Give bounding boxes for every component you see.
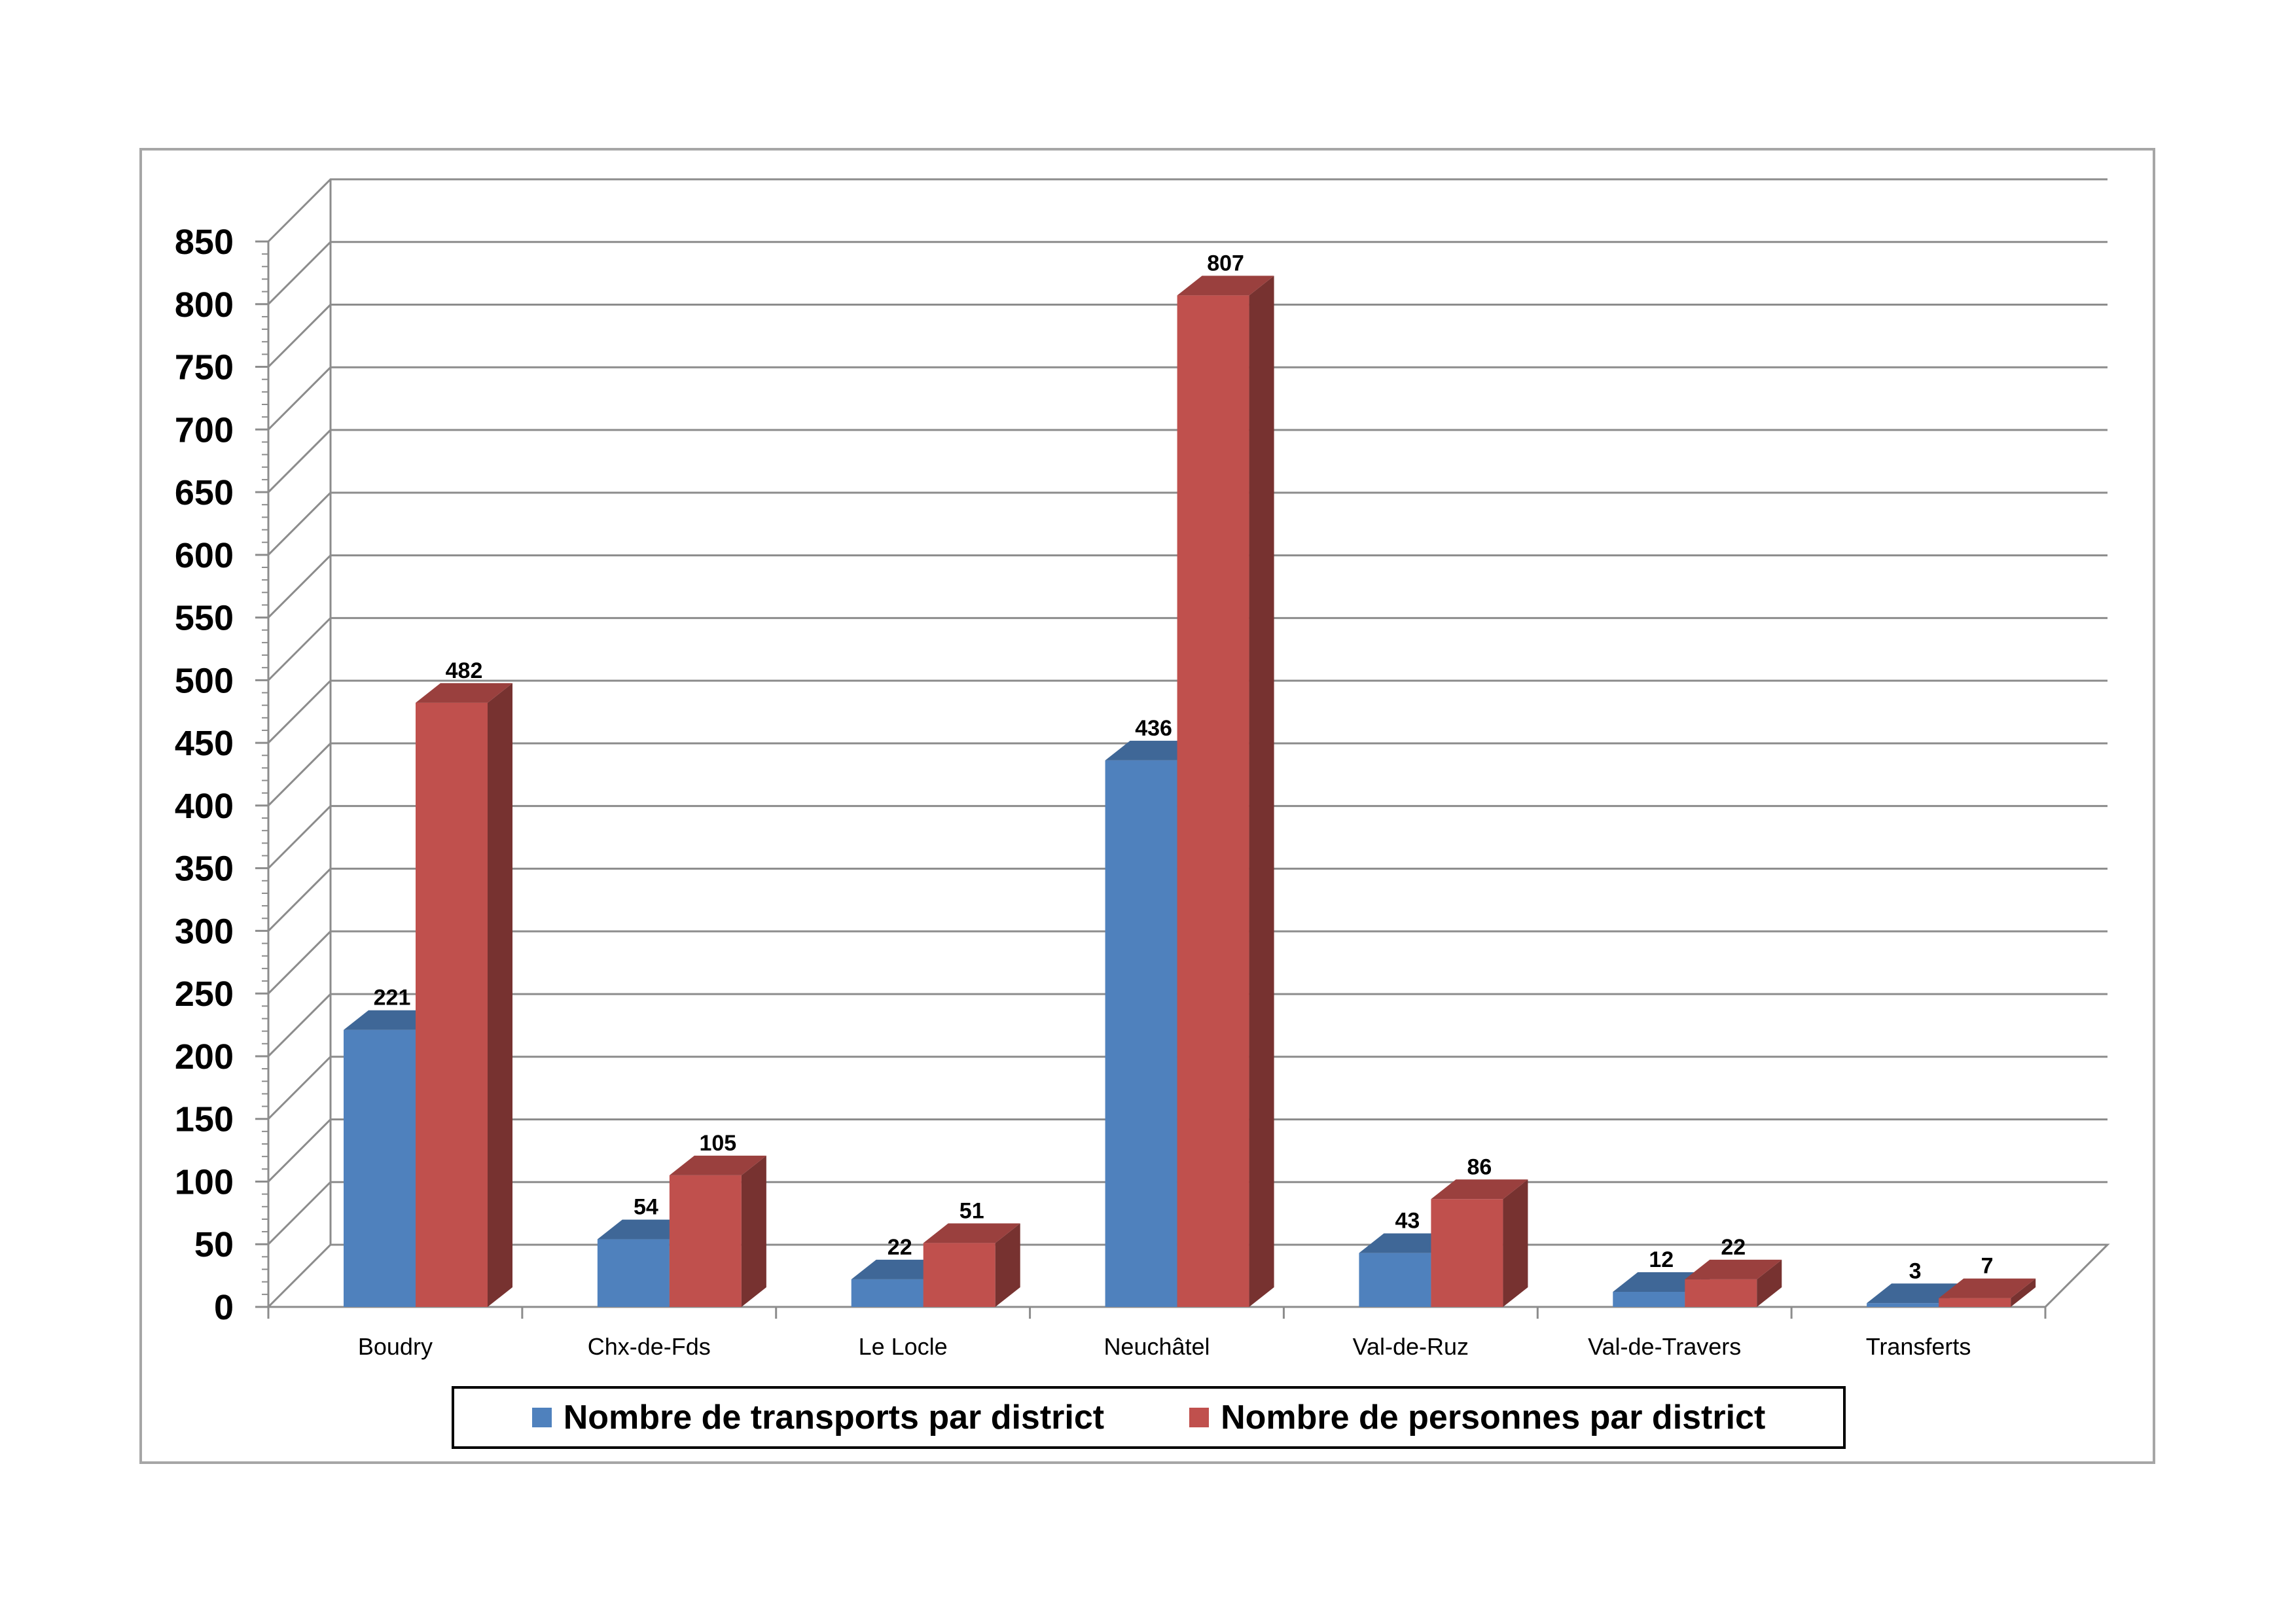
data-label: 436 bbox=[1135, 716, 1172, 741]
bar-front bbox=[669, 1175, 742, 1307]
data-label: 807 bbox=[1207, 251, 1244, 276]
bar-top bbox=[669, 1155, 766, 1175]
bar-front bbox=[1867, 1303, 1939, 1307]
y-tick-label: 350 bbox=[175, 849, 234, 889]
bar-side bbox=[995, 1223, 1020, 1307]
y-tick-label: 150 bbox=[175, 1100, 234, 1139]
gridline-550 bbox=[267, 554, 2108, 618]
legend-item-personnes: Nombre de personnes par district bbox=[1189, 1398, 1765, 1437]
bar-top bbox=[923, 1223, 1020, 1243]
bar-front bbox=[1359, 1253, 1431, 1307]
bar-side bbox=[2011, 1278, 2036, 1307]
gridline-700 bbox=[267, 366, 2108, 431]
legend-label-personnes: Nombre de personnes par district bbox=[1221, 1399, 1766, 1436]
gridline-850 bbox=[267, 178, 2108, 243]
bar-top bbox=[1685, 1259, 1782, 1279]
data-label: 51 bbox=[960, 1198, 984, 1223]
y-tick-label: 850 bbox=[175, 223, 234, 262]
bar-side bbox=[1503, 1179, 1528, 1307]
y-tick-label: 600 bbox=[175, 536, 234, 575]
legend-item-transports: Nombre de transports par district bbox=[531, 1398, 1105, 1437]
y-tick-label: 0 bbox=[214, 1288, 234, 1327]
gridline-150 bbox=[267, 1056, 2108, 1120]
bar-side bbox=[1757, 1259, 1782, 1307]
bar-front bbox=[1177, 295, 1249, 1307]
bar-front bbox=[344, 1029, 416, 1307]
y-tick-label: 200 bbox=[175, 1037, 234, 1077]
data-label: 7 bbox=[1981, 1254, 1994, 1279]
bar-top bbox=[416, 683, 512, 703]
gridline-800 bbox=[267, 241, 2108, 305]
data-label: 22 bbox=[888, 1235, 912, 1260]
gridline-350 bbox=[267, 805, 2108, 869]
gridline-750 bbox=[267, 304, 2108, 368]
y-tick-label: 50 bbox=[194, 1225, 234, 1264]
bar-side bbox=[741, 1155, 766, 1307]
data-label: 86 bbox=[1467, 1154, 1492, 1179]
y-tick-label: 750 bbox=[175, 348, 234, 387]
y-tick-label: 650 bbox=[175, 473, 234, 512]
bar-top bbox=[1939, 1278, 2036, 1298]
bar-front bbox=[1939, 1298, 2011, 1307]
bar-front bbox=[923, 1243, 996, 1307]
bar-front bbox=[1685, 1279, 1757, 1307]
gridline-100 bbox=[267, 1118, 2108, 1183]
data-label: 105 bbox=[699, 1131, 736, 1156]
y-tick-label: 400 bbox=[175, 787, 234, 826]
legend-label-transports: Nombre de transports par district bbox=[563, 1399, 1105, 1436]
data-label: 22 bbox=[1721, 1235, 1746, 1260]
gridline-450 bbox=[267, 679, 2108, 744]
bar-top bbox=[1431, 1179, 1528, 1200]
y-tick-label: 700 bbox=[175, 410, 234, 450]
data-label: 43 bbox=[1395, 1209, 1420, 1234]
gridline-600 bbox=[267, 491, 2108, 556]
y-tick-label: 250 bbox=[175, 974, 234, 1014]
data-label: 54 bbox=[634, 1195, 658, 1220]
bar-side bbox=[488, 683, 512, 1307]
x-tick-label: Chx-de-Fds bbox=[588, 1333, 711, 1360]
bar-top bbox=[1177, 276, 1274, 296]
data-label: 12 bbox=[1649, 1247, 1674, 1272]
legend: Nombre de transports par district Nombre… bbox=[452, 1386, 1846, 1449]
bar-front bbox=[1613, 1292, 1685, 1307]
legend-swatch-personnes bbox=[1189, 1408, 1210, 1427]
y-tick-label: 800 bbox=[175, 285, 234, 325]
y-tick-label: 100 bbox=[175, 1162, 234, 1202]
bar-side bbox=[1249, 276, 1274, 1307]
y-tick-label: 500 bbox=[175, 661, 234, 700]
x-tick-label: Transferts bbox=[1866, 1333, 1971, 1360]
gridline-400 bbox=[267, 742, 2108, 806]
chart-frame bbox=[139, 148, 2155, 1464]
gridline-650 bbox=[267, 429, 2108, 493]
bar-front bbox=[1431, 1199, 1503, 1307]
bar-front bbox=[416, 702, 488, 1307]
bar-front bbox=[1105, 760, 1177, 1307]
gridline-250 bbox=[267, 930, 2108, 995]
x-tick-label: Val-de-Travers bbox=[1588, 1333, 1741, 1360]
gridline-300 bbox=[267, 867, 2108, 932]
y-tick-label: 450 bbox=[175, 724, 234, 763]
gridline-500 bbox=[267, 616, 2108, 681]
legend-swatch-transports bbox=[531, 1408, 552, 1427]
y-tick-label: 550 bbox=[175, 599, 234, 638]
x-tick-label: Neuchâtel bbox=[1103, 1333, 1210, 1360]
x-tick-label: Le Locle bbox=[859, 1333, 948, 1360]
bar-front bbox=[851, 1279, 924, 1307]
gridline-200 bbox=[267, 993, 2108, 1058]
data-label: 221 bbox=[374, 986, 411, 1010]
y-tick-label: 300 bbox=[175, 912, 234, 951]
x-tick-label: Val-de-Ruz bbox=[1353, 1333, 1469, 1360]
x-tick-label: Boudry bbox=[358, 1333, 433, 1360]
bar-front bbox=[597, 1239, 670, 1307]
data-label: 482 bbox=[446, 658, 483, 683]
data-label: 3 bbox=[1909, 1258, 1922, 1283]
